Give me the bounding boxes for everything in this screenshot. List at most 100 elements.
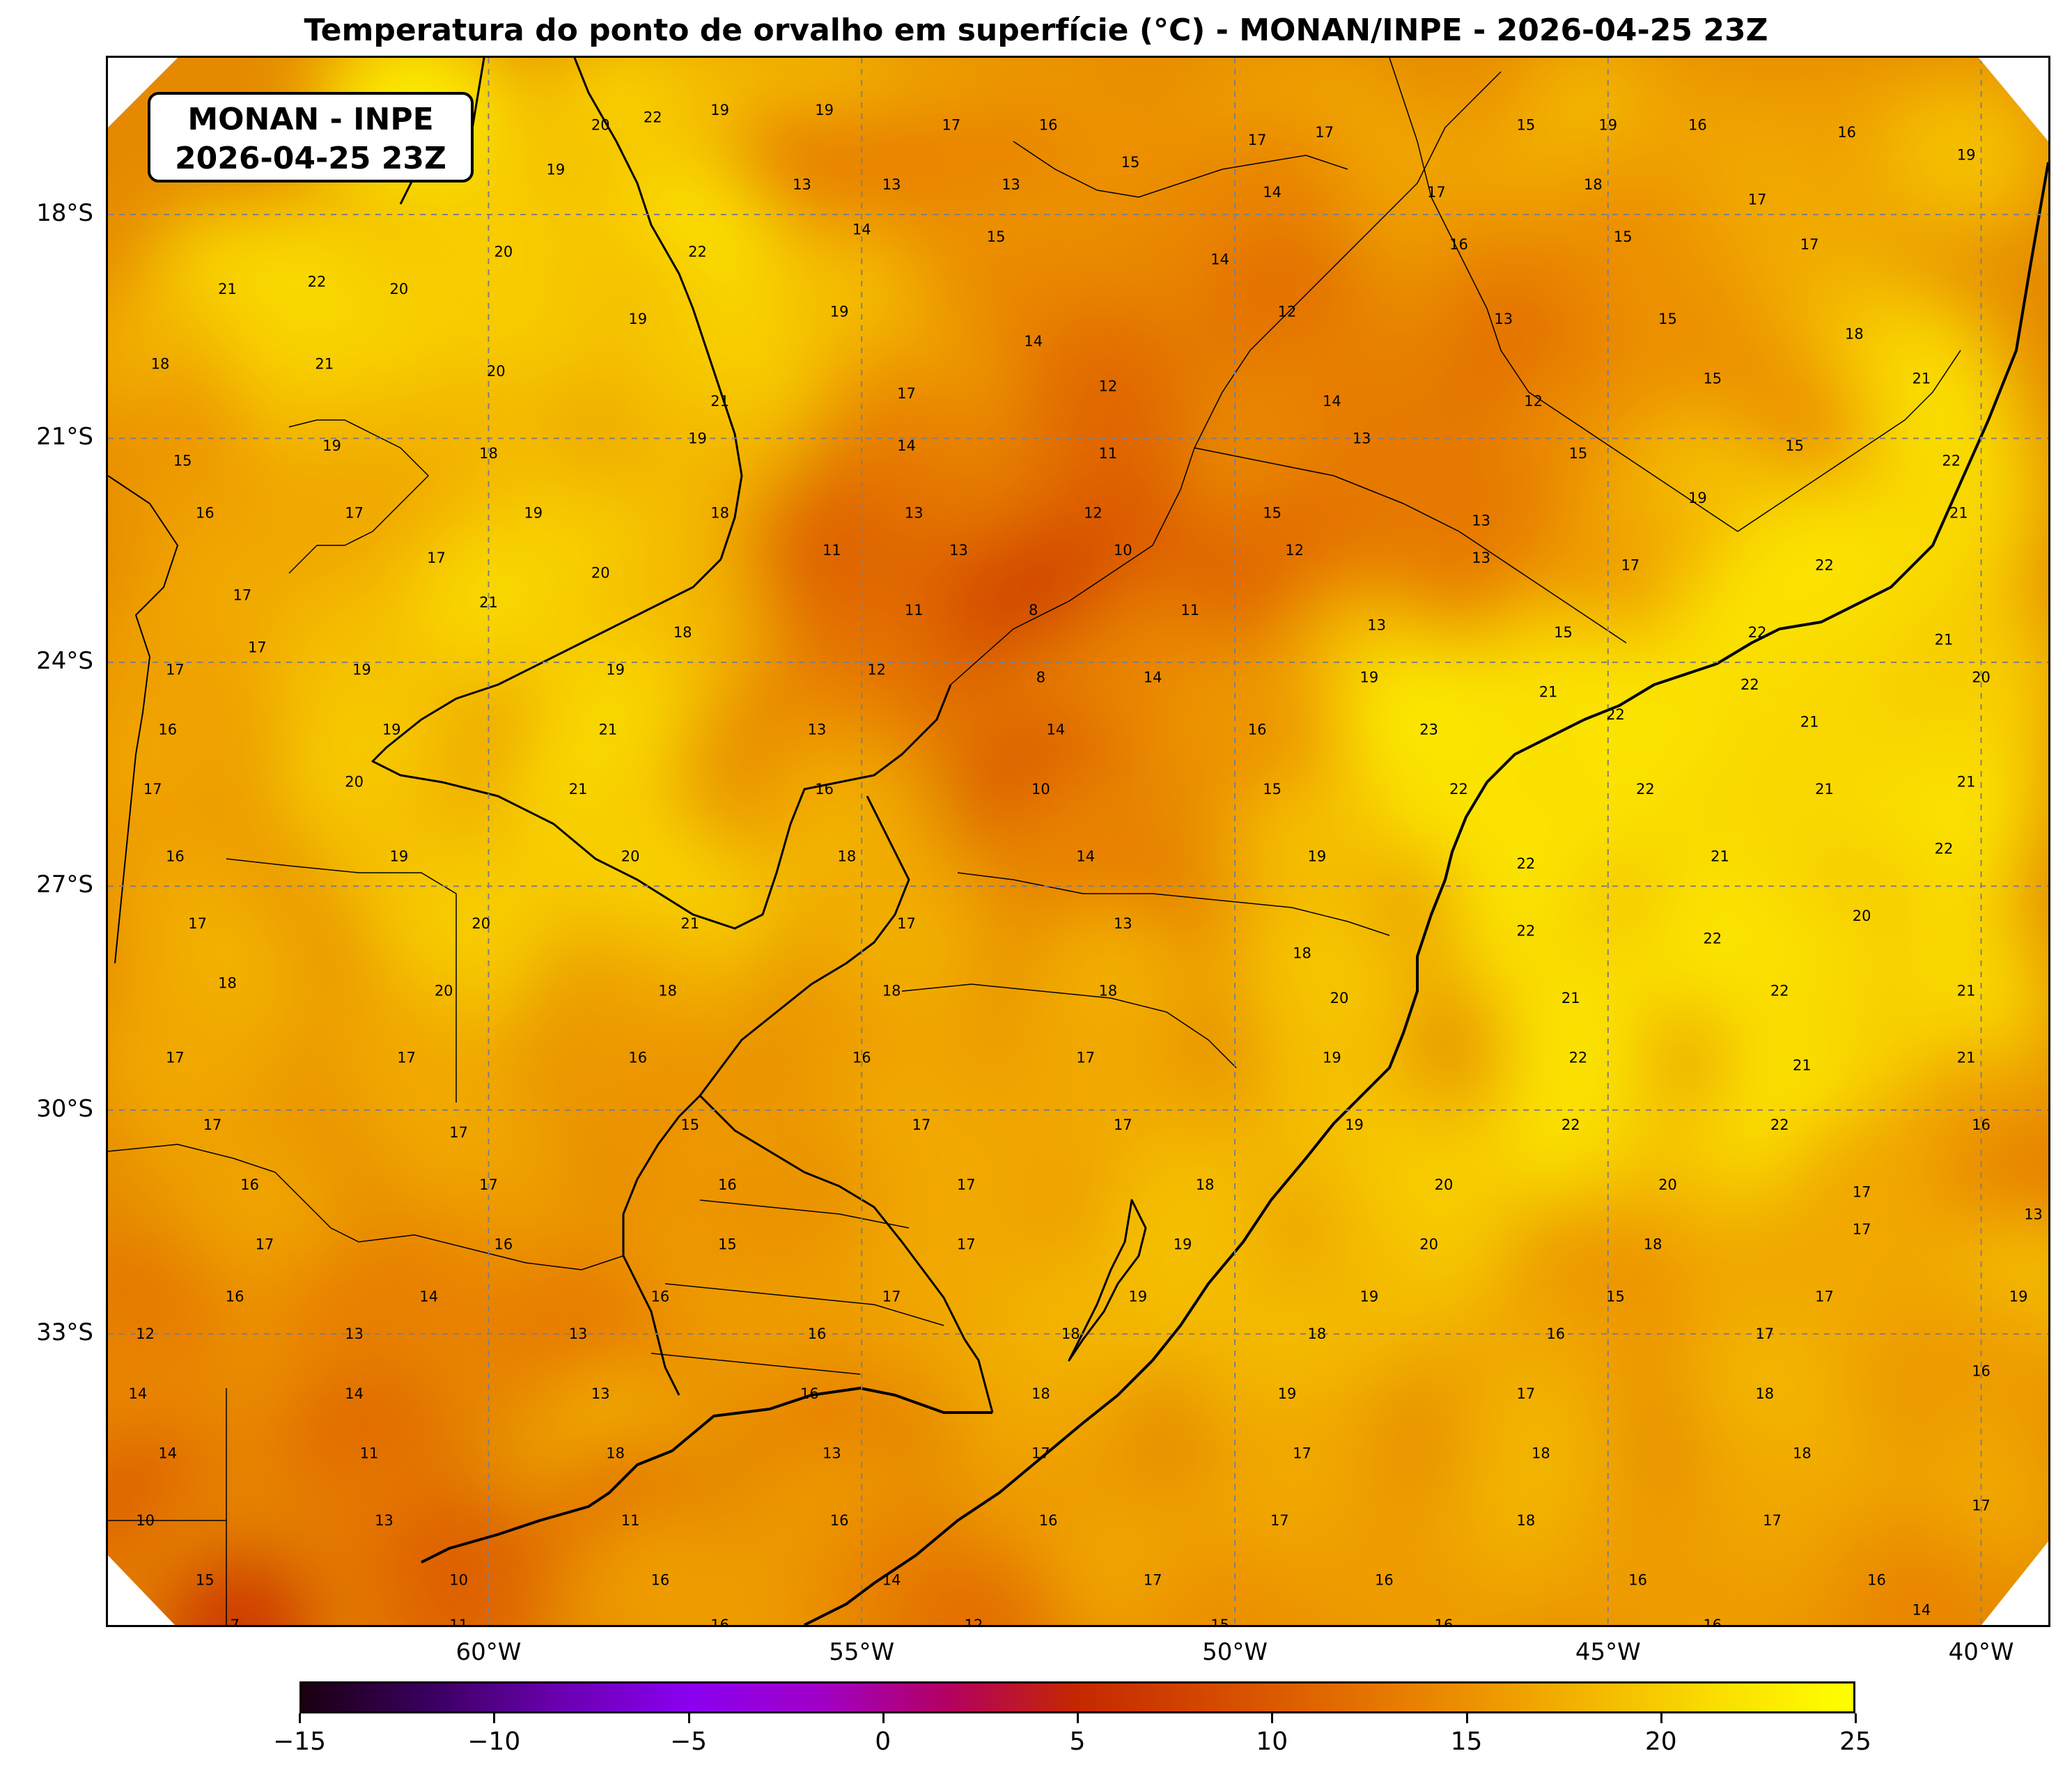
value-label: 17 (1853, 1221, 1871, 1238)
value-label: 20 (621, 848, 640, 864)
border-chile-argentina (108, 475, 178, 964)
value-label: 14 (128, 1385, 147, 1402)
value-label: 16 (718, 1176, 737, 1193)
value-label: 23 (1419, 721, 1438, 738)
value-label: 13 (1367, 616, 1386, 633)
value-label: 15 (1658, 311, 1677, 327)
colorbar-tick-label: −10 (467, 1727, 521, 1756)
badge-date: 2026-04-25 23Z (175, 141, 446, 176)
value-label: 19 (352, 662, 371, 678)
value-label: 11 (449, 1617, 468, 1625)
value-label: 11 (823, 542, 841, 559)
value-label: 16 (651, 1572, 670, 1589)
longitude-label: 60°W (455, 1638, 522, 1666)
colorbar-tick (493, 1713, 496, 1723)
value-label: 13 (375, 1512, 394, 1529)
value-label: 13 (569, 1325, 588, 1342)
value-label: 16 (196, 505, 215, 522)
value-label: 21 (1949, 505, 1968, 522)
value-label: 15 (1517, 116, 1536, 133)
value-label: 22 (1636, 781, 1655, 798)
value-label: 21 (1957, 1050, 1976, 1066)
value-label: 22 (1569, 1050, 1588, 1066)
value-label: 22 (1740, 676, 1759, 693)
value-label: 16 (1972, 1117, 1991, 1133)
value-label: 13 (905, 505, 924, 522)
latitude-label: 24°S (36, 646, 93, 675)
value-label: 19 (1323, 1050, 1341, 1066)
value-label: 16 (1375, 1572, 1394, 1589)
value-label: 16 (1688, 116, 1707, 133)
latitude-label: 30°S (36, 1094, 93, 1123)
value-label: 18 (710, 505, 729, 522)
value-label: 20 (472, 915, 490, 932)
value-label: 16 (1628, 1572, 1647, 1589)
value-label: 17 (1427, 184, 1446, 201)
value-label: 20 (1853, 908, 1871, 924)
value-label: 21 (569, 781, 588, 798)
graticule (108, 58, 2048, 1625)
latitude-label: 18°S (36, 199, 93, 227)
longitude-label: 45°W (1575, 1638, 1641, 1666)
value-label: 15 (1606, 1289, 1625, 1305)
value-label: 8 (1036, 669, 1045, 685)
value-label: 19 (1128, 1289, 1147, 1305)
value-label: 14 (419, 1289, 438, 1305)
value-label: 7 (230, 1617, 239, 1625)
value-label: 18 (1755, 1385, 1774, 1402)
value-label: 13 (823, 1445, 841, 1462)
value-label: 17 (1755, 1325, 1774, 1342)
value-label: 14 (158, 1445, 177, 1462)
colorbar-tick (1077, 1713, 1079, 1723)
value-label: 20 (591, 116, 610, 133)
value-label: 18 (606, 1445, 625, 1462)
value-label: 20 (1435, 1176, 1454, 1193)
value-label: 16 (1703, 1617, 1722, 1625)
value-label: 19 (1308, 848, 1327, 864)
value-label: 16 (494, 1236, 513, 1253)
value-label: 17 (1763, 1512, 1782, 1529)
value-label: 17 (248, 639, 267, 655)
value-label: 11 (905, 602, 924, 619)
value-label: 17 (1248, 132, 1267, 148)
value-label: 14 (1046, 721, 1065, 738)
value-label: 18 (1031, 1385, 1050, 1402)
value-label: 21 (680, 915, 699, 932)
value-label: 12 (1098, 378, 1117, 394)
field-cell (1360, 1541, 1528, 1625)
river-plate-coast (421, 1387, 992, 1564)
value-label: 14 (852, 221, 871, 238)
value-label: 16 (815, 781, 834, 798)
value-label: 15 (680, 1117, 699, 1133)
value-label: 16 (830, 1512, 849, 1529)
value-label: 20 (487, 363, 506, 380)
value-label: 16 (158, 721, 177, 738)
value-label: 17 (1293, 1445, 1311, 1462)
value-label: 16 (628, 1050, 647, 1066)
field-cell (1897, 1287, 2048, 1455)
value-label: 15 (718, 1236, 737, 1253)
value-label: 15 (173, 453, 192, 469)
colorbar-tick (1465, 1713, 1468, 1723)
value-label: 19 (1360, 1289, 1379, 1305)
value-label: 22 (1517, 855, 1536, 872)
value-label: 19 (1688, 490, 1707, 506)
value-label: 10 (1114, 542, 1132, 559)
field-cell (405, 519, 572, 687)
value-label: 17 (1800, 236, 1819, 253)
colorbar-tick-label: 25 (1839, 1727, 1871, 1756)
value-label: 22 (644, 109, 662, 126)
value-label: 11 (1098, 445, 1117, 462)
value-label: 17 (1031, 1445, 1050, 1462)
value-label: 17 (1076, 1050, 1095, 1066)
colorbar-tick (687, 1713, 690, 1723)
value-label: 19 (688, 430, 707, 446)
value-label: 19 (382, 721, 401, 738)
value-label: 13 (1472, 550, 1490, 566)
value-label: 21 (1793, 1057, 1812, 1073)
value-label: 18 (1196, 1176, 1215, 1193)
colorbar-tick-label: 20 (1644, 1727, 1677, 1756)
value-label: 13 (949, 542, 968, 559)
lagoa-dos-patos (1068, 1199, 1147, 1362)
colorbar-tick (1271, 1713, 1274, 1723)
